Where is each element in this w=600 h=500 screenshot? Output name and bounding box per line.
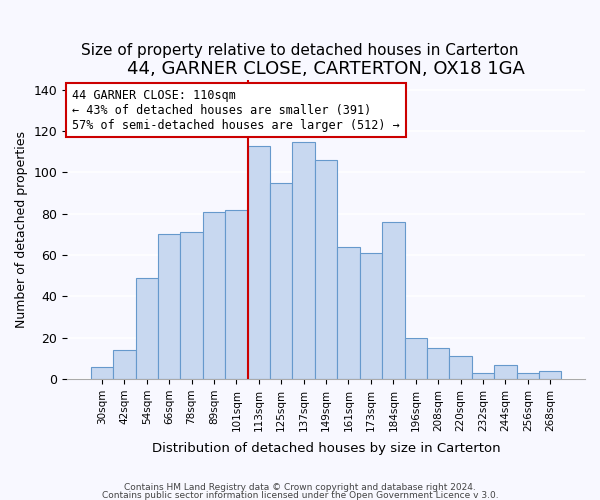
Text: Contains HM Land Registry data © Crown copyright and database right 2024.: Contains HM Land Registry data © Crown c… bbox=[124, 483, 476, 492]
Title: 44, GARNER CLOSE, CARTERTON, OX18 1GA: 44, GARNER CLOSE, CARTERTON, OX18 1GA bbox=[127, 60, 525, 78]
Bar bbox=[449, 356, 472, 379]
Bar bbox=[337, 247, 360, 379]
Bar bbox=[270, 183, 292, 379]
Bar bbox=[292, 142, 315, 379]
Bar bbox=[517, 373, 539, 379]
Bar bbox=[136, 278, 158, 379]
Bar bbox=[248, 146, 270, 379]
Bar bbox=[382, 222, 404, 379]
Bar bbox=[539, 371, 562, 379]
X-axis label: Distribution of detached houses by size in Carterton: Distribution of detached houses by size … bbox=[152, 442, 500, 455]
Bar bbox=[203, 212, 225, 379]
Bar bbox=[472, 373, 494, 379]
Text: 44 GARNER CLOSE: 110sqm
← 43% of detached houses are smaller (391)
57% of semi-d: 44 GARNER CLOSE: 110sqm ← 43% of detache… bbox=[73, 88, 400, 132]
Text: Size of property relative to detached houses in Carterton: Size of property relative to detached ho… bbox=[81, 42, 519, 58]
Bar bbox=[494, 364, 517, 379]
Bar bbox=[181, 232, 203, 379]
Bar bbox=[404, 338, 427, 379]
Bar bbox=[315, 160, 337, 379]
Text: Contains public sector information licensed under the Open Government Licence v : Contains public sector information licen… bbox=[101, 490, 499, 500]
Bar bbox=[427, 348, 449, 379]
Bar bbox=[113, 350, 136, 379]
Bar bbox=[91, 366, 113, 379]
Y-axis label: Number of detached properties: Number of detached properties bbox=[15, 131, 28, 328]
Bar bbox=[225, 210, 248, 379]
Bar bbox=[360, 253, 382, 379]
Bar bbox=[158, 234, 181, 379]
